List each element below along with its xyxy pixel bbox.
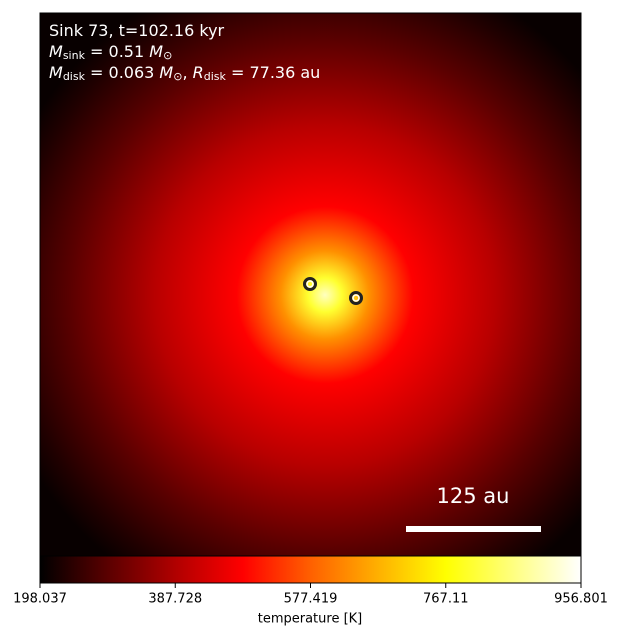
annotation-part: M bbox=[159, 63, 173, 82]
annotation-part: = 77.36 au bbox=[226, 63, 320, 82]
colorbar-tick-label: 198.037 bbox=[13, 592, 67, 607]
colorbar-tick-label: 387.728 bbox=[148, 592, 202, 607]
annotation-part: R bbox=[193, 63, 204, 82]
colorbar-tick-label: 956.801 bbox=[554, 592, 608, 607]
annotation-part: disk bbox=[63, 70, 86, 83]
scale-bar bbox=[406, 526, 541, 532]
annotation: Mdisk = 0.063 M⊙, Rdisk = 77.36 au bbox=[49, 63, 320, 84]
scale-bar-label: 125 au bbox=[437, 484, 510, 508]
annotation-part: , bbox=[182, 63, 192, 82]
colorbar-label: temperature [K] bbox=[258, 612, 363, 627]
colorbar-tick-label: 577.419 bbox=[284, 592, 338, 607]
annotation-part: M bbox=[49, 63, 63, 82]
annotation-part: = 0.51 bbox=[85, 42, 149, 61]
annotation-part: M bbox=[49, 42, 63, 61]
annotation-part: M bbox=[149, 42, 163, 61]
annotation-part: Sink 73, t=102.16 kyr bbox=[49, 21, 225, 40]
annotation-part: disk bbox=[204, 70, 227, 83]
sink-marker bbox=[349, 291, 363, 305]
annotation-part: = 0.063 bbox=[85, 63, 159, 82]
annotation-part: sink bbox=[63, 49, 86, 62]
annotation-part: ⊙ bbox=[163, 49, 172, 62]
sink-marker bbox=[303, 277, 317, 291]
annotation-part: ⊙ bbox=[173, 70, 182, 83]
heatmap bbox=[39, 12, 582, 557]
colorbar bbox=[39, 555, 582, 584]
colorbar-tick-label: 767.11 bbox=[423, 592, 469, 607]
annotation: Msink = 0.51 M⊙ bbox=[49, 42, 172, 63]
annotation: Sink 73, t=102.16 kyr bbox=[49, 21, 225, 40]
